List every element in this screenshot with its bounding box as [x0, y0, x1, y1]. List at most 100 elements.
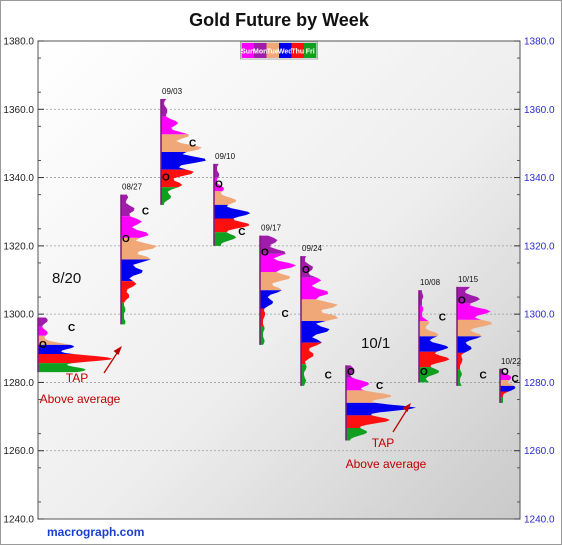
legend-swatch [304, 43, 317, 58]
profile-segment [346, 365, 355, 378]
profile-segment [260, 272, 291, 291]
profile-segment [457, 286, 480, 304]
y-tick-label-right: 1280.0 [524, 378, 555, 389]
legend-swatch [241, 43, 254, 58]
profile-segment [38, 353, 113, 364]
legend-swatch [266, 43, 279, 58]
profile-segment [38, 326, 48, 336]
profile-segment [419, 320, 439, 337]
open-marker: O [39, 340, 47, 351]
profile-segment [161, 169, 194, 188]
open-marker: O [122, 234, 130, 245]
y-tick-label-left: 1340.0 [3, 173, 34, 184]
week-labels: 08/27 09/03 09/10 09/17 09/24 10/08 10/15 10/22 [122, 87, 522, 366]
profile-segment [214, 191, 237, 205]
profile-segment [346, 427, 368, 441]
week-label: 09/03 [162, 87, 183, 96]
profile-segment [38, 344, 74, 354]
y-tick-label-left: 1380.0 [3, 37, 34, 48]
week-label: 09/24 [302, 244, 323, 253]
profile-segment [161, 134, 203, 152]
profile-segment [260, 308, 266, 327]
open-marker: O [302, 265, 310, 276]
profile-segment [38, 363, 86, 373]
grid-lines [38, 108, 520, 452]
annotation-tap-1: TAP [66, 371, 88, 385]
profile-segment [301, 320, 330, 343]
y-tick-label-left: 1280.0 [3, 378, 34, 389]
profile-segment [301, 277, 329, 300]
legend-swatch [291, 43, 304, 58]
profile-segment [457, 303, 491, 320]
open-marker: O [261, 248, 269, 259]
y-tick-label-left: 1300.0 [3, 310, 34, 321]
profile-segment [214, 232, 237, 246]
open-marker: O [347, 367, 355, 378]
week-label: 08/27 [122, 183, 143, 192]
open-marker: O [501, 367, 509, 378]
profile-segment [457, 352, 465, 370]
close-marker: C [376, 381, 383, 392]
open-marker: O [458, 295, 466, 306]
y-tick-label-left: 1260.0 [3, 446, 34, 457]
profile-segment [419, 305, 429, 321]
annotation-above-avg-1: Above average [40, 392, 121, 406]
open-marker: O [215, 179, 223, 190]
profile-segment [121, 302, 126, 325]
profile-segment [301, 364, 307, 386]
annotation-week-1001: 10/1 [361, 335, 390, 352]
y-tick-label-left: 1360.0 [3, 105, 34, 116]
profile-segment [214, 204, 251, 219]
legend-label: Wed [278, 49, 293, 56]
y-tick-label-right: 1320.0 [524, 241, 555, 252]
week-label: 10/15 [458, 275, 479, 284]
profile-segment [161, 116, 189, 135]
profile-segment [500, 374, 512, 381]
legend-label: Mon [253, 49, 267, 56]
watermark: macrograph.com [47, 525, 144, 539]
legend-label: Fri [306, 49, 315, 56]
profile-segment [500, 391, 509, 398]
annotation-tap-2: TAP [372, 436, 394, 450]
profile-segment [419, 351, 450, 368]
annotation-arrow-1 [103, 349, 120, 374]
profile-segment [260, 290, 282, 309]
profile-segment [161, 187, 179, 205]
profile-segment [214, 177, 224, 192]
annotation-above-avg-2: Above average [346, 457, 427, 471]
profile-segment [38, 317, 48, 327]
close-marker: C [68, 323, 75, 334]
y-tick-label-right: 1360.0 [524, 105, 555, 116]
profile-segment [346, 377, 370, 391]
profile-segment [346, 402, 417, 416]
week-label: 10/22 [501, 357, 522, 366]
legend-label: Sun [241, 49, 254, 56]
open-marker: O [420, 367, 428, 378]
profile-segment [419, 290, 424, 306]
annotation-week-0820: 8/20 [52, 270, 81, 287]
y-tick-label-right: 1340.0 [524, 173, 555, 184]
profile-segment [500, 380, 514, 386]
profile-segment [38, 335, 71, 345]
close-marker: C [142, 207, 149, 218]
profile-segment [500, 385, 516, 392]
profile-segment [214, 163, 220, 178]
profile-segment [260, 253, 296, 273]
week-label: 10/08 [420, 278, 441, 287]
axis-ticks: 1240.0 1240.0 1260.0 1260.0 1280.0 1280.0 1300… [3, 37, 555, 526]
annotation-arrowhead-1 [113, 346, 122, 355]
legend-label: Thu [291, 49, 304, 56]
profile-segment [121, 194, 135, 217]
profile-segment [161, 151, 206, 170]
profile-segment [121, 216, 149, 238]
close-marker: C [439, 313, 446, 324]
profile-segment [301, 342, 323, 365]
profile-segment [457, 319, 493, 337]
profile-segment [419, 336, 449, 352]
open-marker: O [162, 173, 170, 184]
y-tick-label-right: 1260.0 [524, 446, 555, 457]
